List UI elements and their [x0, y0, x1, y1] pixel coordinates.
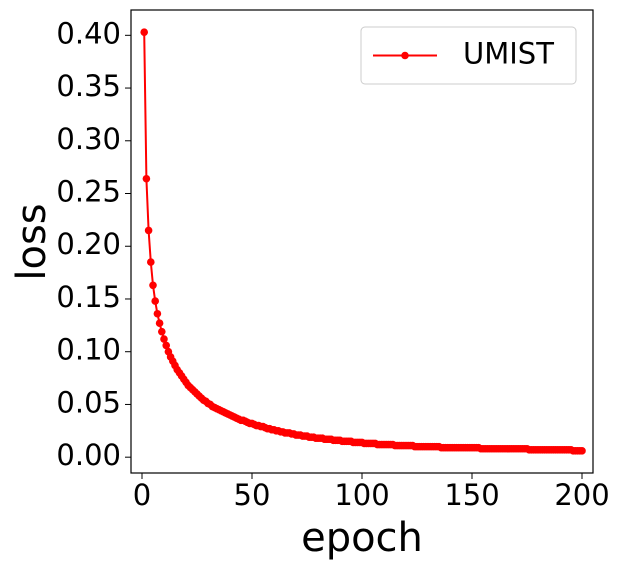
point: [158, 327, 166, 336]
legend-box: [360, 26, 577, 85]
y-tick-label: 0.15: [56, 280, 121, 314]
x-tick-label: 100: [334, 478, 389, 512]
y-tick-label: 0.05: [56, 385, 121, 419]
x-axis-label: epoch: [301, 515, 423, 561]
point: [162, 341, 170, 350]
y-tick-label: 0.25: [56, 175, 121, 209]
y-tick-label: 0.30: [56, 122, 121, 156]
legend-marker: [401, 51, 409, 60]
point: [578, 447, 586, 455]
point: [140, 28, 148, 36]
x-tick-label: 150: [444, 478, 499, 512]
point: [142, 174, 151, 183]
point: [155, 319, 164, 328]
x-tick-label: 200: [554, 478, 609, 512]
point: [153, 309, 162, 318]
y-tick-label: 0.10: [56, 333, 121, 367]
point: [151, 297, 159, 305]
point: [160, 335, 168, 343]
y-tick-label: 0.40: [56, 16, 121, 50]
y-axis-label: loss: [9, 203, 55, 280]
y-tick-label: 0.00: [56, 438, 121, 472]
point: [147, 258, 155, 266]
point: [149, 281, 157, 290]
point: [144, 226, 153, 235]
y-tick-label: 0.35: [56, 69, 121, 103]
x-tick-label: 0: [133, 478, 151, 512]
x-tick-label: 50: [234, 478, 271, 512]
legend-label: UMIST: [463, 37, 554, 71]
y-tick-label: 0.20: [56, 227, 121, 261]
series-line: [143, 32, 582, 452]
